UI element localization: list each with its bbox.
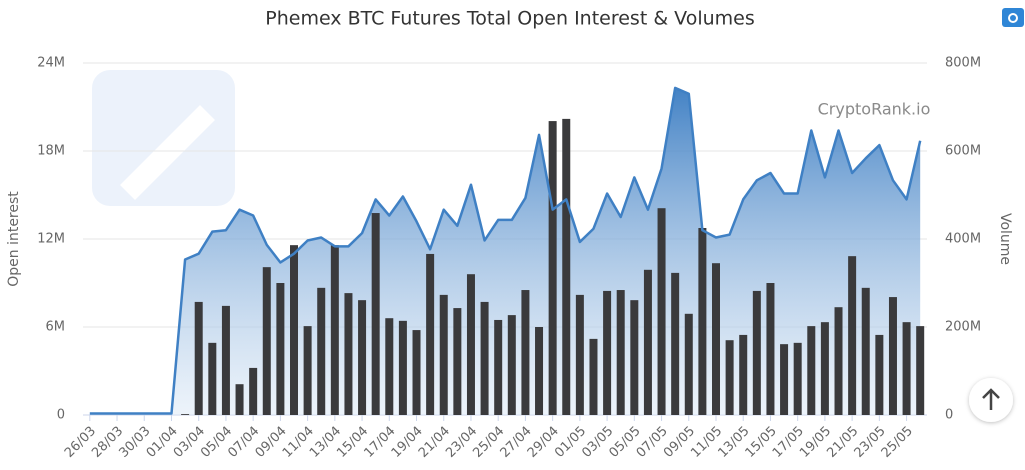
bar (371, 213, 380, 415)
bar (630, 300, 639, 415)
y-axis-title: Open interest (6, 191, 22, 287)
bar (208, 342, 217, 415)
bar (290, 245, 298, 415)
bar (317, 287, 326, 415)
bar (535, 327, 544, 415)
bar (671, 272, 680, 415)
bar (698, 228, 707, 415)
y2-tick-label: 400M (945, 232, 981, 247)
bar (575, 294, 584, 415)
bar (562, 118, 571, 415)
bar (344, 293, 353, 415)
bar (262, 267, 271, 415)
bar (725, 340, 734, 415)
y-tick-label: 18M (37, 144, 65, 159)
chart-title: Phemex BTC Futures Total Open Interest &… (265, 8, 755, 30)
bar (780, 344, 789, 415)
bar (848, 256, 857, 415)
bar (466, 274, 475, 415)
bar (330, 245, 339, 415)
area-line (89, 86, 922, 415)
bar (494, 319, 503, 415)
bar (249, 367, 258, 415)
bar (657, 208, 666, 415)
y2-axis-title: Volume (997, 213, 1013, 265)
bar (902, 322, 911, 415)
bar (807, 326, 816, 415)
y2-tick-label: 200M (945, 320, 981, 335)
bar (766, 283, 775, 415)
watermark-logo (92, 70, 235, 206)
watermark-text: CryptoRank.io (818, 100, 931, 119)
bar (793, 342, 802, 415)
bar (453, 308, 462, 415)
bar (548, 121, 557, 415)
bar (194, 301, 203, 415)
bar (888, 297, 897, 415)
bar (916, 326, 925, 415)
y2-tick-label: 600M (945, 144, 981, 159)
y-tick-label: 6M (46, 320, 66, 335)
bar (507, 315, 516, 415)
bar (480, 301, 489, 415)
bar (221, 305, 230, 415)
bar (439, 294, 448, 415)
bar (398, 320, 407, 415)
x-tick-label: 25/05 (879, 424, 916, 461)
bar (589, 338, 598, 415)
scroll-top-button[interactable] (969, 378, 1013, 422)
y2-tick-label: 0 (945, 408, 953, 423)
y-tick-label: 24M (37, 56, 65, 71)
bar (521, 290, 530, 415)
bar (616, 290, 625, 415)
bar (385, 318, 394, 415)
bar (643, 269, 652, 415)
bar (861, 287, 870, 415)
y2-tick-label: 800M (945, 56, 981, 71)
bar (603, 290, 612, 415)
bar (358, 300, 367, 415)
y-tick-label: 12M (37, 232, 65, 247)
y-tick-label: 0 (57, 408, 65, 423)
plot (89, 86, 925, 415)
camera-button[interactable] (1002, 8, 1024, 27)
bar (412, 330, 421, 415)
bar (181, 414, 190, 415)
bar (303, 326, 312, 415)
bar (752, 290, 761, 415)
bar (235, 384, 244, 415)
bar (276, 283, 285, 415)
bar (834, 307, 843, 415)
bar (875, 334, 884, 415)
bar (712, 263, 720, 415)
bar (426, 253, 435, 415)
bar (820, 322, 829, 415)
bar (684, 313, 693, 415)
bar (739, 334, 748, 415)
